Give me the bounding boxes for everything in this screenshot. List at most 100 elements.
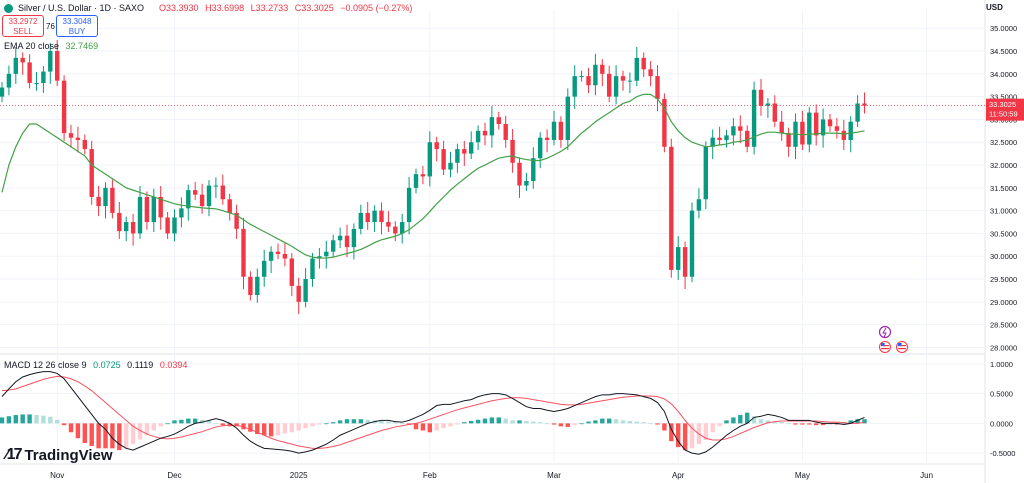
candle-body <box>634 57 639 81</box>
macd-hist-value: 0.0725 <box>93 360 121 370</box>
candle-body <box>627 80 633 82</box>
tradingview-logo[interactable]: ⁄17 TradingView <box>6 446 113 464</box>
candle-body <box>393 226 398 234</box>
candle-body <box>848 121 853 140</box>
candle-body <box>517 162 522 186</box>
macd-histogram-bar <box>282 423 288 434</box>
macd-histogram-bar <box>68 423 74 433</box>
candle-body <box>130 222 136 234</box>
macd-histogram-bar <box>738 415 743 424</box>
macd-histogram-bar <box>344 419 350 424</box>
candle-body <box>124 222 129 232</box>
macd-histogram-bar <box>475 419 481 424</box>
macd-histogram-bar <box>158 423 163 427</box>
macd-histogram-bar <box>427 423 432 433</box>
event-markers[interactable] <box>878 325 908 353</box>
ohlc-values: O33.3930 H33.6998 L33.2733 C33.3025 −0.0… <box>159 3 412 13</box>
candle-body <box>193 190 198 195</box>
macd-histogram-bar <box>758 419 764 424</box>
price-tick-label: 34.5000 <box>990 47 1017 56</box>
price-tick-label: 29.0000 <box>990 298 1017 307</box>
macd-histogram-bar <box>103 423 108 449</box>
candle-body <box>331 240 336 252</box>
macd-histogram-bar <box>627 420 633 424</box>
macd-histogram-bar <box>351 419 357 424</box>
candle-body <box>434 142 439 150</box>
candle-body <box>255 276 260 295</box>
macd-histogram-bar <box>641 422 646 424</box>
candle-body <box>820 119 826 136</box>
macd-histogram-bar <box>579 423 584 425</box>
candle-body <box>669 146 674 270</box>
candle-body <box>586 76 591 86</box>
candle-body <box>172 217 177 234</box>
low-value: L33.2733 <box>250 3 289 13</box>
macd-signal-value: 0.0394 <box>159 360 188 370</box>
macd-histogram-bar <box>827 423 833 425</box>
candle-body <box>855 103 860 122</box>
candle-body <box>531 158 536 181</box>
candle-body <box>27 62 32 83</box>
macd-histogram-bar <box>151 423 156 431</box>
candle-body <box>275 251 281 254</box>
candle-body <box>241 228 246 277</box>
lightning-event-icon <box>878 325 892 339</box>
candle-body <box>579 76 584 78</box>
buy-label: BUY <box>68 27 86 36</box>
macd-histogram-bar <box>745 412 750 424</box>
candle-body <box>682 247 688 277</box>
macd-histogram-bar <box>613 419 619 424</box>
price-tick-label: 34.0000 <box>990 70 1017 79</box>
candle-body <box>427 142 432 177</box>
candle-body <box>662 98 667 147</box>
candle-body <box>613 76 619 97</box>
macd-histogram-bar <box>565 423 570 427</box>
macd-histogram-bar <box>310 423 315 427</box>
candle-body <box>544 137 550 140</box>
symbol-legend[interactable]: Silver / U.S. Dollar · 1D · SAXO O33.393… <box>4 3 412 13</box>
ema-legend[interactable]: EMA 20 close 32.7469 <box>4 41 98 51</box>
price-tick-label: 29.5000 <box>990 275 1017 284</box>
macd-histogram-bar <box>213 423 219 425</box>
candle-body <box>34 82 39 84</box>
candle-body <box>724 135 729 140</box>
tradingview-logo-icon: ⁄17 <box>6 446 23 463</box>
macd-histogram-bar <box>110 423 115 449</box>
macd-histogram-bar <box>448 423 453 427</box>
candle-body <box>593 64 598 86</box>
sell-button[interactable]: 33.2972 SELL <box>2 15 44 37</box>
macd-histogram-bar <box>834 423 840 425</box>
flag-stripe-icon <box>898 348 906 350</box>
candle-body <box>20 57 25 63</box>
candle-body <box>696 199 702 211</box>
macd-histogram-bar <box>337 420 343 424</box>
status-icon <box>4 3 13 13</box>
currency-label[interactable]: USD <box>986 3 1003 12</box>
candle-body <box>41 71 46 83</box>
flag-canton-icon <box>898 343 902 346</box>
change-value: −0.0905 (−0.27%) <box>340 3 413 13</box>
candle-body <box>179 208 184 218</box>
buy-button[interactable]: 33.3048 BUY <box>56 15 98 37</box>
candle-body <box>344 235 350 248</box>
macd-histogram-bar <box>0 417 5 424</box>
macd-histogram-bar <box>20 414 25 424</box>
candle-body <box>303 279 308 302</box>
candle-body <box>710 137 715 147</box>
price-tick-label: 28.0000 <box>990 343 1017 352</box>
candle-body <box>400 222 405 234</box>
price-tick-label: 33.5000 <box>990 93 1017 102</box>
macd-histogram-bar <box>765 420 771 424</box>
macd-histogram-bar <box>793 423 798 425</box>
macd-histogram-bar <box>682 423 688 451</box>
candle-body <box>324 251 329 257</box>
candle-body <box>779 121 784 134</box>
time-tick-label: May <box>795 471 810 480</box>
macd-histogram-bar <box>531 421 536 424</box>
flag-stripe-icon <box>898 345 906 347</box>
candle-body <box>248 276 253 295</box>
macd-histogram-bar <box>676 423 681 448</box>
candle-body <box>227 199 232 213</box>
macd-legend[interactable]: MACD 12 26 close 9 0.0725 0.1119 0.0394 <box>4 360 187 370</box>
